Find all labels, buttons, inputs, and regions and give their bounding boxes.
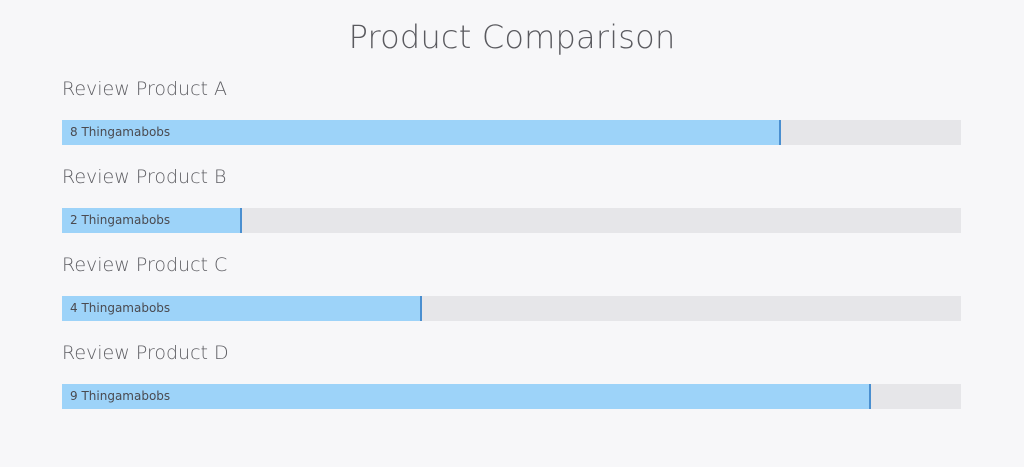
chart-title: Product Comparison [348, 18, 676, 56]
category-label: Review Product D [62, 342, 229, 364]
data-label: 4 Thingamabobs [70, 301, 171, 315]
bar-fill [62, 296, 422, 321]
category-label: Review Product B [62, 166, 227, 188]
bar-row: Review Product A 8 Thingamabobs [62, 78, 961, 166]
data-label: 8 Thingamabobs [70, 125, 171, 139]
bar-fill [62, 384, 872, 409]
bar-row: Review Product B 2 Thingamabobs [62, 166, 961, 254]
category-label: Review Product A [62, 78, 228, 100]
bar-track: 8 Thingamabobs [62, 120, 961, 145]
bar-track: 2 Thingamabobs [62, 208, 961, 233]
bar-track: 4 Thingamabobs [62, 296, 961, 321]
bar-row: Review Product D 9 Thingamabobs [62, 342, 961, 430]
bar-track: 9 Thingamabobs [62, 384, 961, 409]
bar-fill [62, 120, 782, 145]
bar-fill [62, 208, 242, 233]
data-label: 2 Thingamabobs [70, 213, 171, 227]
bar-row: Review Product C 4 Thingamabobs [62, 254, 961, 342]
category-label: Review Product C [62, 254, 228, 276]
data-label: 9 Thingamabobs [70, 389, 171, 403]
bar-rows: Review Product A 8 Thingamabobs Review P… [62, 78, 961, 430]
